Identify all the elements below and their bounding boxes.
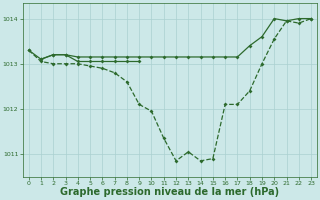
X-axis label: Graphe pression niveau de la mer (hPa): Graphe pression niveau de la mer (hPa) (60, 187, 279, 197)
